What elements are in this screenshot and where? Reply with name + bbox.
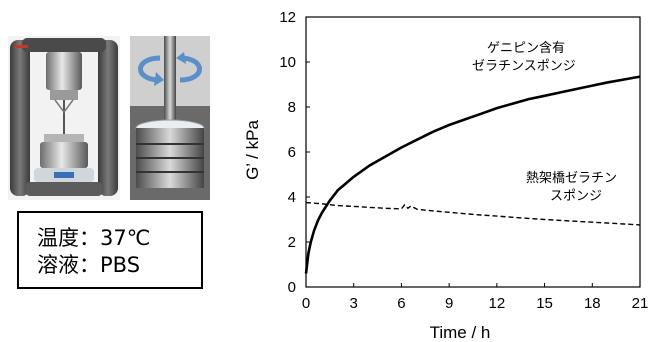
conditions-box: 温度：37℃ 溶液：PBS [17, 211, 203, 289]
y-axis-title: G’ / kPa [243, 120, 262, 180]
y-tick-label: 0 [288, 279, 296, 296]
x-tick-label: 15 [536, 295, 553, 312]
x-tick-label: 3 [350, 295, 358, 312]
series-label-genipin-line1: ゲニピン含有 [487, 40, 565, 56]
x-tick-label: 21 [632, 295, 649, 312]
y-tick-label: 10 [279, 54, 296, 71]
x-tick-label: 18 [584, 295, 601, 312]
y-tick-label: 12 [279, 9, 296, 26]
solution-condition: 溶液：PBS [37, 253, 141, 277]
series-label-thermal-line1: 熱架橋ゼラチン [526, 171, 617, 186]
y-tick-label: 8 [288, 99, 296, 116]
y-tick-label: 6 [288, 144, 296, 161]
rotation-arrow-icon [138, 52, 202, 86]
x-tick-label: 0 [302, 295, 310, 312]
x-axis-title: Time / h [430, 323, 491, 342]
chart-series [304, 75, 641, 274]
temperature-condition: 温度：37℃ [37, 226, 151, 250]
chart-axes: 0 3 6 9 12 15 18 21 0 2 4 6 8 10 12 [279, 9, 648, 312]
x-tick-label: 12 [489, 295, 506, 312]
rotating-plate-photo [130, 36, 210, 200]
x-tick-label: 6 [397, 295, 405, 312]
y-tick-label: 2 [288, 234, 296, 251]
rheometer-photo [8, 36, 120, 200]
series-line-genipin [304, 75, 641, 274]
y-tick-label: 4 [288, 189, 296, 206]
x-tick-label: 9 [445, 295, 453, 312]
plot-frame [305, 16, 641, 288]
series-label-genipin-line2: ゼラチンスポンジ [472, 59, 576, 74]
series-line-thermal [305, 201, 641, 226]
series-label-thermal-line2: スポンジ [550, 189, 602, 204]
